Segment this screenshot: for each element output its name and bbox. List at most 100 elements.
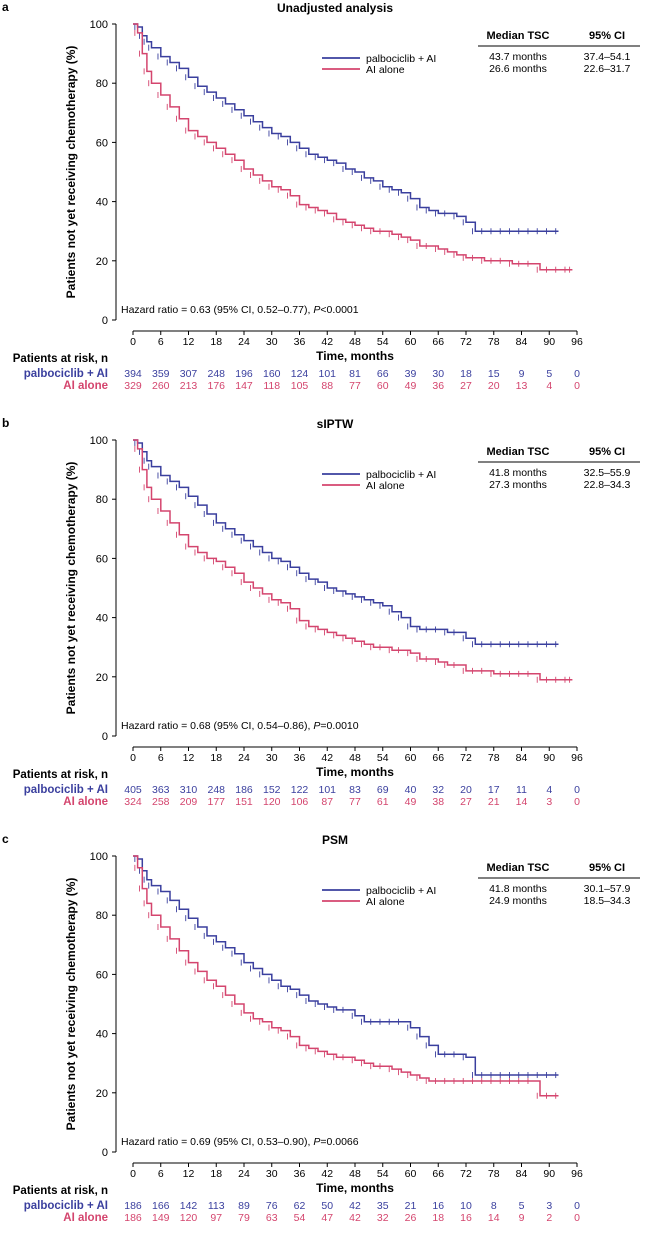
y-tick-label: 60: [96, 969, 108, 981]
x-tick-label: 66: [432, 752, 444, 764]
at-risk-row-label: AI alone: [63, 796, 108, 808]
at-risk-value: 0: [574, 380, 580, 392]
y-axis-label: Patients not yet receiving chemotherapy …: [64, 462, 78, 715]
at-risk-value: 83: [349, 784, 361, 796]
at-risk-row-label: AI alone: [63, 380, 108, 392]
at-risk-value: 88: [321, 380, 333, 392]
at-risk-value: 16: [460, 1212, 472, 1224]
at-risk-value: 258: [152, 796, 170, 808]
legend-entry: AI alone: [366, 64, 405, 76]
at-risk-value: 213: [180, 380, 198, 392]
at-risk-value: 66: [377, 368, 389, 380]
table-cell-ci: 22.8–34.3: [584, 479, 631, 491]
at-risk-value: 60: [377, 380, 389, 392]
at-risk-value: 20: [460, 784, 472, 796]
legend-entry: AI alone: [366, 480, 405, 492]
x-tick-label: 12: [183, 336, 195, 348]
at-risk-value: 209: [180, 796, 198, 808]
at-risk-value: 186: [235, 784, 253, 796]
table-cell-ci: 32.5–55.9: [584, 467, 631, 479]
table-cell-median: 43.7 months: [489, 51, 547, 63]
at-risk-value: 186: [124, 1212, 142, 1224]
at-risk-row-label: AI alone: [63, 1212, 108, 1224]
at-risk-value: 101: [318, 368, 336, 380]
at-risk-value: 166: [152, 1200, 170, 1212]
at-risk-value: 359: [152, 368, 170, 380]
table-header-median: Median TSC: [487, 30, 550, 42]
at-risk-value: 30: [432, 368, 444, 380]
at-risk-value: 3: [546, 796, 552, 808]
y-tick-label: 60: [96, 553, 108, 565]
at-risk-value: 177: [207, 796, 225, 808]
at-risk-value: 324: [124, 796, 142, 808]
table-cell-median: 41.8 months: [489, 883, 547, 895]
at-risk-value: 124: [291, 368, 309, 380]
table-cell-ci: 30.1–57.9: [584, 883, 631, 895]
at-risk-value: 4: [546, 380, 552, 392]
at-risk-value: 176: [207, 380, 225, 392]
at-risk-value: 38: [432, 796, 444, 808]
hazard-ratio-annotation: Hazard ratio = 0.63 (95% CI, 0.52–0.77),…: [121, 304, 359, 316]
x-tick-label: 6: [158, 1168, 164, 1180]
legend-entry: palbociclib + AI: [366, 885, 436, 897]
x-tick-label: 24: [238, 336, 250, 348]
at-risk-value: 87: [321, 796, 333, 808]
y-tick-label: 40: [96, 613, 108, 625]
legend-entry: palbociclib + AI: [366, 469, 436, 481]
at-risk-value: 394: [124, 368, 142, 380]
table-cell-median: 41.8 months: [489, 467, 547, 479]
at-risk-value: 0: [574, 784, 580, 796]
at-risk-value: 8: [491, 1200, 497, 1212]
at-risk-value: 50: [321, 1200, 333, 1212]
x-tick-label: 90: [543, 752, 555, 764]
x-tick-label: 18: [210, 336, 222, 348]
x-tick-label: 24: [238, 752, 250, 764]
series-line-ai-alone: [133, 855, 559, 1097]
x-tick-label: 18: [210, 1168, 222, 1180]
at-risk-value: 186: [124, 1200, 142, 1212]
y-tick-label: 100: [90, 851, 108, 863]
table-header-median: Median TSC: [487, 862, 550, 874]
at-risk-value: 363: [152, 784, 170, 796]
x-tick-label: 36: [294, 1168, 306, 1180]
x-tick-label: 42: [321, 1168, 333, 1180]
y-tick-label: 0: [102, 731, 108, 743]
x-tick-label: 90: [543, 1168, 555, 1180]
at-risk-value: 0: [574, 1200, 580, 1212]
at-risk-value: 147: [235, 380, 253, 392]
y-tick-label: 0: [102, 315, 108, 327]
x-tick-label: 78: [488, 1168, 500, 1180]
at-risk-value: 61: [377, 796, 389, 808]
x-tick-label: 54: [377, 1168, 389, 1180]
at-risk-value: 13: [516, 380, 528, 392]
at-risk-value: 17: [488, 784, 500, 796]
chart-title: sIPTW: [317, 417, 354, 431]
at-risk-value: 248: [207, 368, 225, 380]
hazard-ratio-annotation: Hazard ratio = 0.69 (95% CI, 0.53–0.90),…: [121, 1136, 359, 1148]
x-tick-label: 30: [266, 336, 278, 348]
x-tick-label: 18: [210, 752, 222, 764]
x-tick-label: 0: [130, 1168, 136, 1180]
panel-label: b: [2, 416, 9, 430]
x-axis-label: Time, months: [316, 1181, 394, 1195]
x-tick-label: 96: [571, 336, 583, 348]
at-risk-value: 77: [349, 796, 361, 808]
at-risk-value: 21: [488, 796, 500, 808]
series-line-palbociclib-ai: [133, 439, 559, 645]
legend-entry: AI alone: [366, 896, 405, 908]
y-tick-label: 20: [96, 256, 108, 268]
x-tick-label: 66: [432, 336, 444, 348]
x-tick-label: 48: [349, 1168, 361, 1180]
at-risk-value: 63: [266, 1212, 278, 1224]
at-risk-value: 101: [318, 784, 336, 796]
at-risk-value: 105: [291, 380, 309, 392]
x-tick-label: 60: [405, 1168, 417, 1180]
at-risk-value: 16: [432, 1200, 444, 1212]
table-header-ci: 95% CI: [589, 446, 625, 458]
at-risk-heading: Patients at risk, n: [13, 1185, 108, 1197]
at-risk-value: 39: [405, 368, 417, 380]
y-tick-label: 100: [90, 435, 108, 447]
at-risk-value: 18: [460, 368, 472, 380]
at-risk-value: 49: [405, 380, 417, 392]
